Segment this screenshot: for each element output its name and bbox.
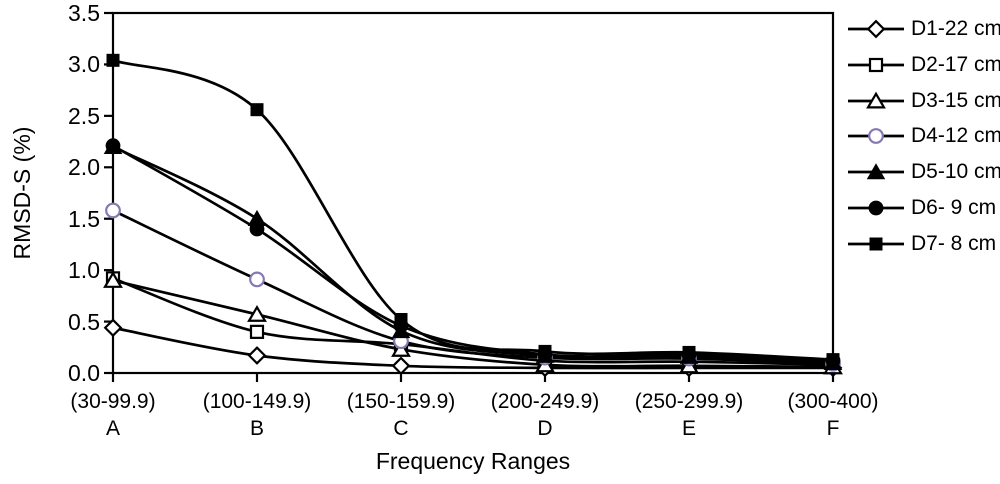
legend-item-label: D2-17 cm	[911, 52, 1000, 76]
x-category-letter: C	[393, 417, 409, 440]
series-line	[112, 145, 834, 365]
x-category-letter: E	[681, 417, 696, 440]
y-tick-label: 1.5	[68, 205, 100, 232]
legend-marker-diamond-open	[848, 19, 904, 39]
marker-square-open	[868, 57, 884, 72]
marker-square-filled	[394, 313, 408, 327]
legend-item-label: D6- 9 cm	[911, 196, 997, 219]
y-tick-label: 3.5	[68, 0, 100, 26]
legend-marker-square-open	[848, 57, 904, 72]
legend-item-label: D4-12 cm	[911, 124, 1000, 148]
marker-diamond-open	[247, 346, 267, 365]
marker-triangle-open	[103, 271, 123, 288]
series-line	[112, 209, 834, 366]
marker-circle-filled	[868, 200, 884, 216]
x-category-letter: B	[249, 417, 264, 440]
y-axis-title: RMSD-S (%)	[9, 126, 35, 260]
y-tick-label: 2.5	[68, 102, 100, 129]
series-line	[112, 59, 834, 361]
x-category-letter: A	[105, 417, 120, 440]
legend-item-label: D3-15 cm	[911, 88, 1000, 112]
legend-marker-circle-filled	[848, 200, 904, 216]
y-tick-label: 2.0	[68, 154, 100, 181]
marker-diamond-open	[866, 19, 886, 39]
legend-item-label: D7- 8 cm	[911, 231, 997, 255]
x-category-label: (100-149.9)	[202, 390, 312, 413]
series-line	[112, 144, 834, 363]
marker-circle-open	[249, 271, 265, 288]
marker-square-filled	[682, 345, 696, 359]
legend-item-label: D1-22 cm	[911, 17, 1000, 40]
x-category-letter: F	[826, 417, 840, 440]
x-category-label: (300-400)	[787, 390, 879, 413]
marker-square-filled	[538, 344, 552, 358]
y-tick-label: 3.0	[68, 51, 100, 78]
legend-marker-triangle-filled	[848, 163, 904, 180]
marker-circle-filled	[249, 221, 265, 237]
marker-square-filled	[869, 237, 883, 251]
x-category-label: (150-159.9)	[346, 390, 456, 413]
marker-square-filled	[250, 103, 264, 117]
marker-square-filled	[106, 53, 120, 67]
legend-item: D6- 9 cm	[846, 193, 996, 223]
marker-circle-open	[868, 128, 884, 145]
legend-marker-circle-open	[848, 128, 904, 145]
legend-item: D5-10 cm	[846, 157, 1000, 187]
legend-item-label: D5-10 cm	[911, 160, 1000, 184]
series-line	[112, 279, 834, 369]
plot-border	[111, 11, 835, 375]
marker-triangle-open	[866, 91, 886, 109]
y-tick-label: 1.0	[68, 257, 100, 284]
x-category-label: (250-299.9)	[634, 390, 744, 413]
marker-circle-open	[105, 202, 121, 219]
y-tick-label: 0.0	[68, 360, 100, 386]
marker-square-filled	[826, 353, 840, 367]
x-category-label: (200-249.9)	[490, 390, 600, 413]
marker-triangle-filled	[866, 163, 886, 180]
marker-square-open	[249, 324, 265, 339]
marker-diamond-open	[391, 356, 411, 376]
legend-item: D4-12 cm	[846, 121, 1000, 151]
marker-circle-filled	[105, 138, 121, 154]
x-axis-title: Frequency Ranges	[375, 448, 571, 474]
legend-marker-square-filled	[848, 237, 904, 251]
y-tick-label: 0.5	[68, 308, 100, 335]
marker-diamond-open	[103, 318, 123, 338]
legend-marker-triangle-open	[848, 91, 904, 109]
x-category-letter: D	[537, 417, 553, 440]
legend-item: D3-15 cm	[846, 86, 1000, 116]
x-category-label: (30-99.9)	[70, 390, 156, 413]
legend-item: D2-17 cm	[846, 50, 1000, 80]
legend-item: D7- 8 cm	[846, 229, 996, 259]
legend-item: D1-22 cm	[846, 14, 1000, 44]
marker-triangle-open	[247, 305, 267, 322]
